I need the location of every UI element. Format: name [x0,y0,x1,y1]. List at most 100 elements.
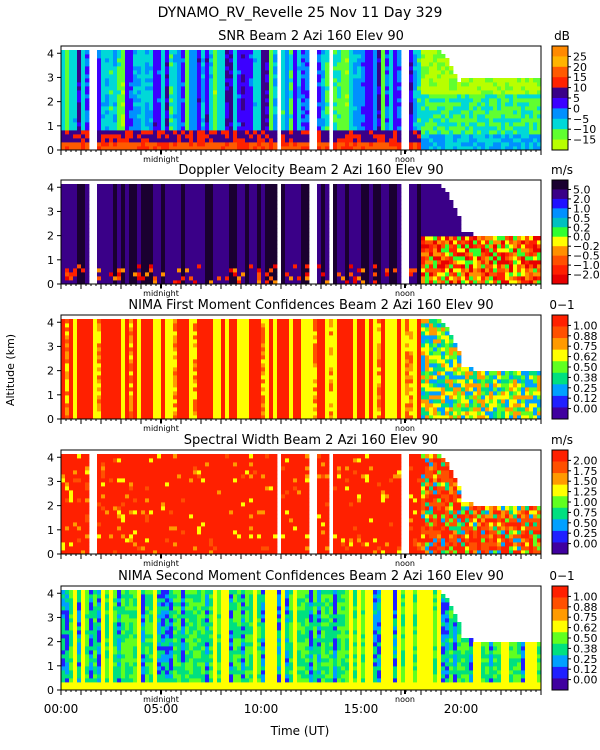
heatmap-cell [493,130,498,135]
heatmap-cell [505,130,510,135]
heatmap-cell [385,276,390,281]
heatmap-cell [81,188,86,193]
heatmap-cell [437,94,442,99]
heatmap-cell [273,66,278,71]
heatmap-cell [513,126,518,131]
heatmap-cell [285,208,290,213]
heatmap-cell [293,50,298,55]
heatmap-cell [197,118,202,123]
heatmap-cell [301,252,306,257]
heatmap-cell [261,98,266,103]
heatmap-cell [141,276,146,281]
heatmap-cell [397,228,402,233]
heatmap-cell [249,244,254,249]
heatmap-cell [61,98,66,103]
heatmap-cell [341,184,346,189]
heatmap-cell [77,232,82,237]
heatmap-cell [229,276,234,281]
heatmap-cell [241,272,246,277]
heatmap-cell [389,134,394,139]
heatmap-cell [105,236,110,241]
heatmap-cell [237,236,242,241]
heatmap-cell [233,130,238,135]
heatmap-cell [205,114,210,119]
heatmap-cell [317,244,322,249]
heatmap-cell [501,94,506,99]
heatmap-cell [141,58,146,63]
heatmap-cell [121,268,126,273]
heatmap-cell [129,248,134,253]
heatmap-cell [461,102,466,107]
heatmap-cell [113,256,118,261]
heatmap-cell [145,114,150,119]
heatmap-cell [333,256,338,261]
heatmap-cell [181,62,186,67]
heatmap-cell [157,248,162,253]
heatmap-cell [241,268,246,273]
heatmap-cell [145,62,150,67]
heatmap-cell [377,184,382,189]
heatmap-cell [301,224,306,229]
heatmap-cell [305,78,310,83]
heatmap-cell [77,260,82,265]
heatmap-cell [393,236,398,241]
heatmap-cell [105,54,110,59]
heatmap-cell [373,232,378,237]
heatmap-cell [369,240,374,245]
heatmap-cell [257,276,262,281]
heatmap-cell [341,196,346,201]
heatmap-cell [249,232,254,237]
heatmap-cell [285,110,290,115]
heatmap-cell [509,106,514,111]
heatmap-cell [249,236,254,241]
heatmap-cell [201,188,206,193]
heatmap-cell [189,138,194,143]
heatmap-cell [409,58,414,63]
heatmap-cell [333,70,338,75]
heatmap-cell [293,86,298,91]
heatmap-cell [193,70,198,75]
heatmap-cell [393,78,398,83]
heatmap-cell [269,138,274,143]
heatmap-cell [97,268,102,273]
heatmap-cell [441,66,446,71]
heatmap-cell [501,106,506,111]
heatmap-cell [373,126,378,131]
heatmap-cell [205,232,210,237]
heatmap-cell [265,90,270,95]
heatmap-cell [293,90,298,95]
heatmap-cell [393,66,398,71]
heatmap-cell [325,58,330,63]
heatmap-cell [409,66,414,71]
heatmap-cell [425,228,430,233]
heatmap-cell [161,260,166,265]
heatmap-cell [245,86,250,91]
heatmap-cell [153,142,158,147]
heatmap-cell [441,106,446,111]
heatmap-cell [153,54,158,59]
heatmap-cell [237,240,242,245]
heatmap-cell [285,130,290,135]
heatmap-cell [425,200,430,205]
heatmap-cell [525,94,530,99]
heatmap-cell [301,122,306,127]
heatmap-cell [173,204,178,209]
heatmap-cell [325,200,330,205]
heatmap-cell [349,106,354,111]
heatmap-cell [173,256,178,261]
heatmap-cell [413,188,418,193]
heatmap-cell [161,142,166,147]
heatmap-cell [65,106,70,111]
heatmap-cell [317,106,322,111]
heatmap-cell [413,98,418,103]
heatmap-cell [293,248,298,253]
heatmap-cell [165,106,170,111]
heatmap-cell [413,70,418,75]
heatmap-cell [129,184,134,189]
heatmap-cell [81,74,86,79]
heatmap-cell [133,236,138,241]
heatmap-cell [113,94,118,99]
heatmap-cell [317,130,322,135]
heatmap-cell [265,70,270,75]
heatmap-cell [285,196,290,201]
